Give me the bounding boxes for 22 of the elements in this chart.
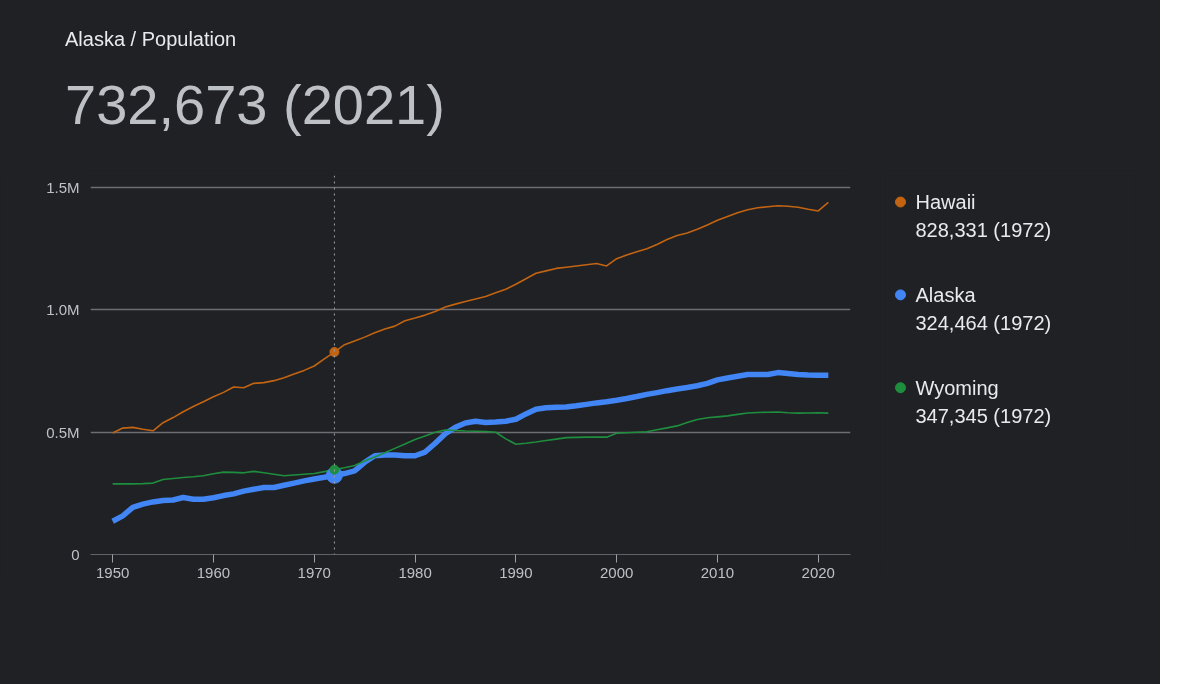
text: 347,345 (1972)	[915, 405, 1052, 428]
y-tick-label: 1.5M	[46, 179, 80, 197]
x-tick-label: 2010	[700, 563, 735, 581]
x-tick-label: 2000	[599, 563, 634, 581]
x-tick-label: 1970	[297, 563, 331, 581]
text: 828,331 (1972)	[915, 219, 1052, 242]
y-tick-label: 1.0M	[46, 301, 80, 319]
legend-label: Wyoming	[915, 376, 999, 399]
text: 324,464 (1972)	[915, 312, 1052, 335]
chart-subtitle: 732,673 (2021)	[65, 72, 445, 138]
x-tick-label: 2020	[801, 563, 835, 581]
y-tick-label: 0.5M	[46, 423, 80, 441]
legend-label: Hawaii	[915, 191, 976, 214]
x-tick-label: 1960	[196, 563, 231, 581]
x-tick-label: 1980	[398, 563, 432, 581]
y-tick-label: 0	[71, 546, 80, 563]
chart-title: Alaska / Population	[65, 27, 237, 52]
legend-label: Alaska	[915, 283, 977, 306]
x-tick-label: 1990	[499, 563, 533, 581]
line-series	[111, 201, 830, 434]
x-tick-label: 1950	[95, 563, 130, 581]
line-series	[111, 411, 830, 485]
